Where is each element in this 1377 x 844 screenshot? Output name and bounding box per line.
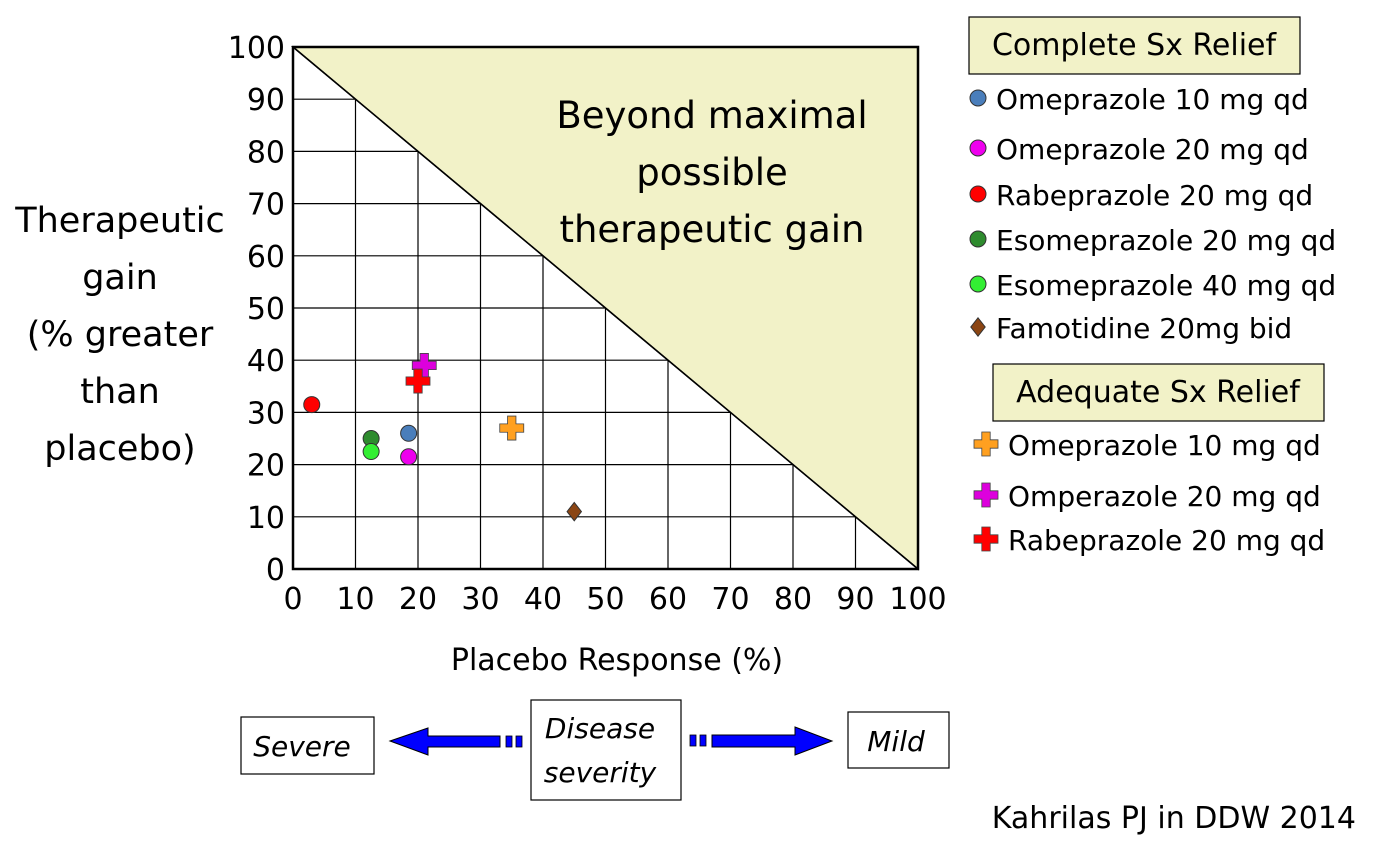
y-tick-label: 50 xyxy=(247,292,285,327)
y-axis-label: Therapeutic gain (% greater than placebo) xyxy=(14,201,225,469)
y-tick-label: 0 xyxy=(266,553,285,588)
data-point xyxy=(400,448,418,466)
legend-entry-label: Omeprazole 10 mg qd xyxy=(1008,429,1321,462)
legend-marker xyxy=(969,185,987,203)
legend-group-box xyxy=(992,363,1325,422)
x-tick-label: 60 xyxy=(649,582,687,617)
legend-group-title: Complete Sx Relief xyxy=(992,28,1278,63)
left-arrow-dash xyxy=(505,735,513,748)
legend-marker xyxy=(969,139,987,157)
y-tick-label: 10 xyxy=(247,501,285,536)
data-markers xyxy=(303,353,583,522)
left-arrow xyxy=(388,727,523,756)
legend-entry-label: Rabeprazole 20 mg qd xyxy=(1008,524,1325,557)
y-tick-label: 100 xyxy=(228,31,285,66)
legend-marker xyxy=(973,482,999,508)
x-tick-label: 90 xyxy=(836,582,874,617)
diagonal-line xyxy=(292,46,919,570)
y-tick-label: 40 xyxy=(247,344,285,379)
region-label: Beyond maximal possible therapeutic gain xyxy=(556,94,867,251)
left-arrow-body xyxy=(388,727,501,756)
y-tick-label: 90 xyxy=(247,83,285,118)
legend-entry-label: Esomeprazole 40 mg qd xyxy=(996,269,1336,302)
x-axis-label: Placebo Response (%) xyxy=(451,643,783,678)
disease-severity-line: severity xyxy=(544,756,657,789)
y-axis-ticks: 0 10 20 30 40 50 60 70 80 90 100 xyxy=(228,31,285,588)
disease-severity-line: Disease xyxy=(545,712,655,745)
x-tick-label: 80 xyxy=(774,582,812,617)
x-axis-ticks: 0 10 20 30 40 50 60 70 80 90 100 xyxy=(283,582,946,617)
legend-marker xyxy=(969,89,987,107)
legend-entry-label: Famotidine 20mg bid xyxy=(996,312,1292,345)
legend-marker xyxy=(973,431,999,457)
y-tick-label: 20 xyxy=(247,449,285,484)
right-arrow xyxy=(689,726,834,756)
y-tick-label: 70 xyxy=(247,188,285,223)
legend-marker xyxy=(969,275,987,293)
legend-entry-label: Esomeprazole 20 mg qd xyxy=(996,224,1336,257)
y-axis-label-line: gain xyxy=(82,258,158,298)
legend-marker xyxy=(969,230,987,248)
y-axis-label-line: Therapeutic xyxy=(14,201,225,241)
left-arrow-dash xyxy=(515,735,523,748)
disease-severity-scale: Severe Disease severity Mild xyxy=(240,699,950,801)
x-tick-label: 50 xyxy=(586,582,624,617)
right-arrow-dash xyxy=(689,734,697,747)
x-tick-label: 0 xyxy=(283,582,302,617)
y-axis-label-line: (% greater xyxy=(27,315,214,355)
mild-box xyxy=(847,711,950,769)
legend-marker xyxy=(973,526,999,552)
y-tick-label: 30 xyxy=(247,396,285,431)
severe-box xyxy=(240,716,375,775)
legend-group-box xyxy=(968,16,1301,75)
legend-marker xyxy=(970,316,986,338)
mild-label: Mild xyxy=(867,725,925,758)
data-point xyxy=(400,424,418,442)
data-point xyxy=(405,368,431,394)
y-axis-label-line: than xyxy=(80,372,160,412)
plot-frame xyxy=(291,45,920,571)
data-point xyxy=(566,501,583,522)
citation: Kahrilas PJ in DDW 2014 xyxy=(992,801,1356,836)
region-label-line: therapeutic gain xyxy=(559,208,864,251)
data-point xyxy=(499,415,525,441)
right-arrow-dash xyxy=(699,734,707,747)
legend-entry-label: Omeprazole 20 mg qd xyxy=(996,133,1309,166)
x-tick-label: 20 xyxy=(399,582,437,617)
y-tick-label: 80 xyxy=(247,135,285,170)
region-label-line: possible xyxy=(636,151,788,194)
legend: Complete Sx Relief Omeprazole 10 mg qd Ome… xyxy=(968,16,1336,557)
data-point xyxy=(303,396,321,414)
legend-entry-label: Omperazole 20 mg qd xyxy=(1008,480,1321,513)
disease-severity-box xyxy=(530,699,682,801)
legend-entry-label: Omeprazole 10 mg qd xyxy=(996,83,1309,116)
y-axis-label-line: placebo) xyxy=(44,429,195,469)
x-tick-label: 70 xyxy=(711,582,749,617)
x-tick-label: 40 xyxy=(524,582,562,617)
y-tick-label: 60 xyxy=(247,240,285,275)
x-tick-label: 30 xyxy=(461,582,499,617)
x-tick-label: 100 xyxy=(889,582,946,617)
x-tick-label: 10 xyxy=(336,582,374,617)
severe-label: Severe xyxy=(253,730,351,763)
plot-area xyxy=(290,45,920,571)
disease-severity-label: Disease severity xyxy=(544,712,657,789)
data-point xyxy=(362,443,380,461)
right-arrow-body xyxy=(711,726,834,756)
legend-group-title: Adequate Sx Relief xyxy=(1016,375,1301,410)
legend-entry-label: Rabeprazole 20 mg qd xyxy=(996,179,1313,212)
region-label-line: Beyond maximal xyxy=(556,94,867,137)
